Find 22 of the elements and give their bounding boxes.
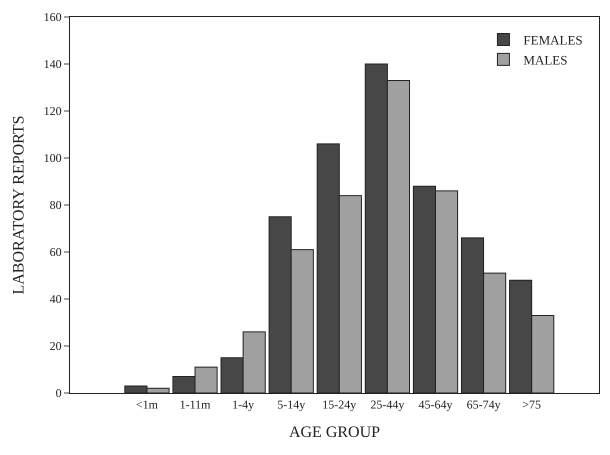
legend-label: MALES — [523, 52, 568, 68]
y-axis-title: LABORATORY REPORTS — [10, 115, 28, 295]
y-tick-label: 40 — [50, 292, 62, 306]
x-tick-label: 5-14y — [277, 397, 306, 412]
x-tick-label: 15-24y — [322, 397, 356, 412]
x-tick-label: >75 — [522, 397, 542, 412]
y-tick-label: 120 — [44, 104, 62, 118]
x-tick-label: 65-74y — [466, 397, 501, 412]
y-tick-label: 0 — [56, 386, 62, 400]
legend-label: FEMALES — [523, 32, 583, 48]
y-tick-label: 20 — [50, 339, 62, 354]
y-tick-label: 160 — [44, 10, 62, 24]
x-tick-label: 1-11m — [180, 397, 212, 412]
y-tick-label: 60 — [50, 245, 62, 260]
y-tick-label: 100 — [44, 151, 62, 166]
x-tick-label: 25-44y — [370, 397, 404, 412]
y-tick-label: 80 — [50, 198, 62, 212]
x-axis-title: AGE GROUP — [288, 424, 380, 442]
x-tick-label: 1-4y — [232, 397, 254, 412]
x-tick-label: 45-64y — [418, 397, 452, 412]
x-tick-label: <1m — [136, 397, 159, 412]
y-tick-label: 140 — [44, 57, 62, 72]
